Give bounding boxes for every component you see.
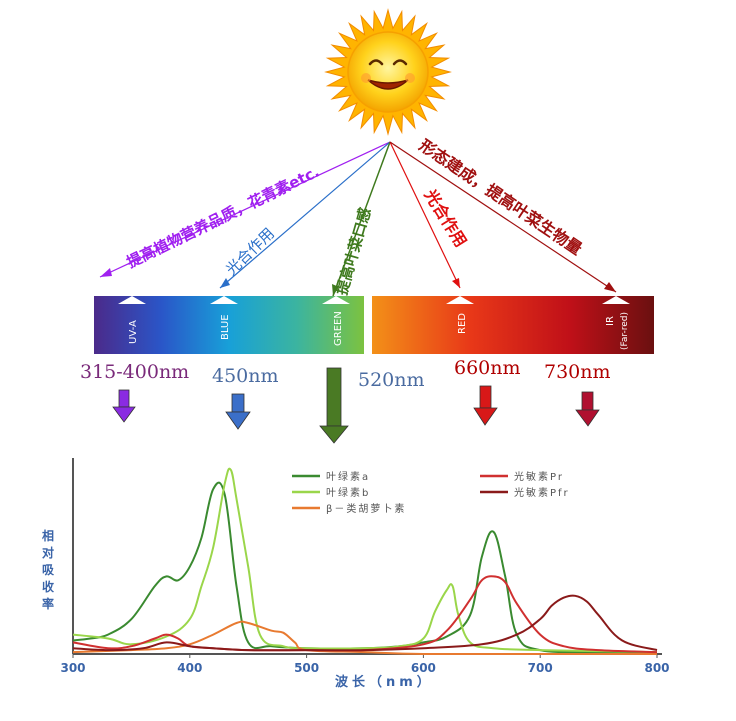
arrow-down-icon-blue [225, 393, 251, 430]
series-line-1 [72, 467, 658, 654]
x-tick-label: 300 [60, 661, 85, 675]
legend-label: 光敏素Pr [514, 470, 564, 483]
arrow-down-icon-ir [575, 391, 600, 427]
ray-ir-arrowhead [604, 282, 616, 292]
band-label-uva: UV-A [128, 320, 139, 344]
band-label-ir: IR [605, 316, 616, 326]
spectrum-segment-red-ir [372, 296, 654, 354]
ray-label-green: 提高叶菜口感 [333, 206, 375, 297]
band-label-red: RED [457, 313, 468, 334]
band-marker-ir [602, 296, 630, 304]
wavelength-label-red: 660nm [454, 357, 521, 379]
series-line-4 [72, 594, 658, 652]
band-marker-blue [210, 296, 238, 304]
ray-label-blue: 光合作用 [222, 224, 278, 279]
series-line-0 [72, 481, 658, 654]
wavelength-label-ir: 730nm [544, 361, 611, 383]
ray-label-red: 光合作用 [420, 185, 471, 250]
band-label-green: GREEN [333, 311, 344, 346]
x-tick-label: 400 [177, 661, 202, 675]
y-axis-label-char: 吸 [42, 563, 55, 577]
series-lines [72, 467, 658, 656]
ray-label-uva: 提高植物营养品质，花青素etc. [124, 163, 322, 272]
y-axis-label-char: 对 [42, 545, 54, 560]
arrow-down-icon-red [473, 385, 498, 426]
wavelength-label-uva: 315-400nm [80, 361, 189, 383]
wavelength-label-blue: 450nm [212, 365, 279, 387]
band-marker-uva [118, 296, 146, 304]
band-marker-red [446, 296, 474, 304]
y-axis-label-char: 收 [42, 579, 54, 594]
effect-rays [99, 141, 617, 297]
series-line-3 [72, 575, 658, 654]
ray-red-arrowhead [452, 278, 460, 288]
spectrum-bar: UV-A BLUE GREEN RED IR (Far-red) [94, 296, 654, 354]
band-label-blue: BLUE [220, 314, 231, 340]
ray-red [389, 141, 461, 289]
y-axis-label-char: 率 [42, 596, 54, 611]
chart-legend: 叶绿素a 叶绿素b β－类胡萝卜素 光敏素Pr 光敏素Pfr [292, 470, 570, 515]
ray-green-arrowhead [332, 284, 339, 296]
legend-label: β－类胡萝卜素 [326, 502, 406, 515]
y-axis-label-char: 相 [42, 528, 54, 543]
arrow-down-icon-uva [112, 389, 136, 423]
ray-uva-arrowhead [100, 268, 112, 277]
sun-icon [324, 8, 452, 136]
down-arrows [112, 367, 600, 444]
ray-green [332, 141, 391, 297]
arrow-down-icon-green [319, 367, 349, 444]
series-line-2 [72, 620, 657, 656]
ray-blue-arrowhead [220, 278, 230, 288]
wavelength-label-green: 520nm [358, 369, 425, 391]
legend-label: 光敏素Pfr [514, 486, 570, 499]
x-tick-label: 800 [644, 661, 669, 675]
legend-label: 叶绿素b [326, 486, 370, 499]
ray-ir [389, 141, 617, 293]
x-tick-label: 600 [411, 661, 436, 675]
band-marker-green [322, 296, 350, 304]
x-axis-label: 波长（nm） [335, 674, 434, 690]
band-sublabel-ir: (Far-red) [620, 312, 630, 350]
x-tick-label: 700 [528, 661, 553, 675]
legend-label: 叶绿素a [326, 470, 370, 483]
x-tick-label: 500 [294, 661, 319, 675]
x-ticks: 300 400 500 600 700 800 [60, 654, 670, 675]
ray-uva [99, 141, 391, 278]
spectrum-segment-uv-visible [94, 296, 364, 354]
ray-blue [219, 141, 391, 289]
